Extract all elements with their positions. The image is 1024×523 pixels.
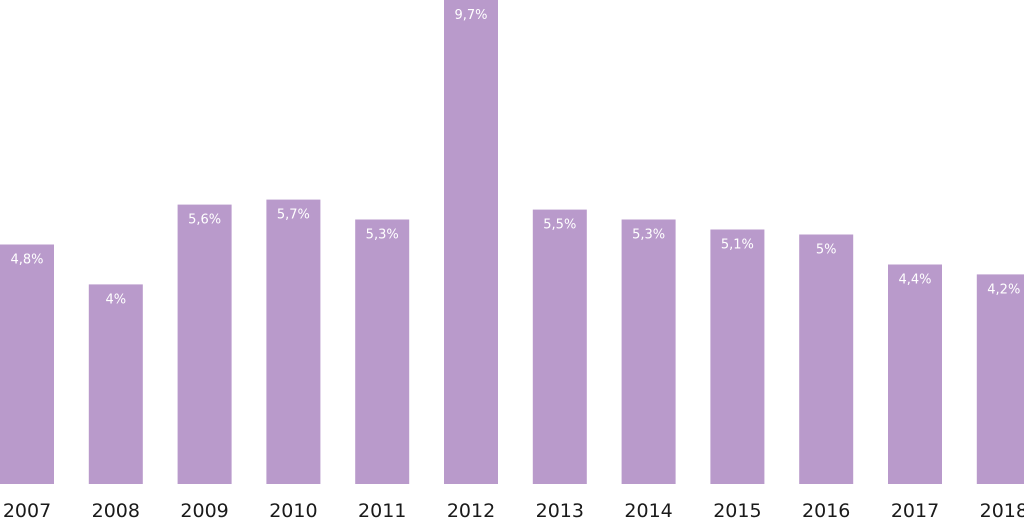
data-label-2008: 4% (105, 292, 126, 307)
data-label-2015: 5,1% (721, 238, 754, 253)
bar-2016 (799, 234, 854, 484)
x-tick-label-2010: 2010 (269, 500, 317, 522)
x-tick-label-2018: 2018 (980, 500, 1024, 522)
x-axis-ticks: 2007 2008 2009 2010 2011 2012 2013 2014 2015 2016… (3, 500, 1024, 522)
bar-2013 (532, 209, 587, 484)
bar-2010 (266, 199, 321, 484)
data-labels-group: 4,8% 4% 5,6% 5,7% 5,3% 9,7% 5,5% 5,3% 5,1% 5% 4,4%… (10, 8, 1020, 307)
bar-2012 (444, 0, 498, 484)
data-label-2009: 5,6% (188, 213, 221, 228)
bar-2009 (177, 204, 232, 484)
x-tick-label-2008: 2008 (92, 500, 140, 522)
x-tick-label-2007: 2007 (3, 500, 51, 522)
data-label-2018: 4,2% (987, 282, 1020, 297)
x-tick-label-2014: 2014 (624, 500, 672, 522)
x-tick-label-2009: 2009 (180, 500, 228, 522)
data-label-2014: 5,3% (632, 228, 665, 243)
bar-2017 (888, 264, 942, 484)
data-label-2011: 5,3% (366, 228, 399, 243)
x-tick-label-2017: 2017 (891, 500, 939, 522)
data-label-2016: 5% (816, 243, 837, 258)
data-label-2013: 5,5% (543, 218, 576, 233)
bar-2018 (976, 274, 1024, 484)
bar-2007 (0, 244, 54, 484)
x-tick-label-2013: 2013 (536, 500, 584, 522)
bar-2011 (355, 219, 410, 484)
x-tick-label-2016: 2016 (802, 500, 850, 522)
data-label-2007: 4,8% (10, 253, 43, 268)
bar-2015 (710, 229, 765, 484)
data-label-2012: 9,7% (454, 8, 487, 23)
data-label-2010: 5,7% (277, 208, 310, 223)
x-tick-label-2015: 2015 (713, 500, 761, 522)
bars-group (0, 0, 1024, 484)
x-tick-label-2011: 2011 (358, 500, 406, 522)
bar-2008 (88, 284, 143, 484)
data-label-2017: 4,4% (898, 273, 931, 288)
x-tick-label-2012: 2012 (447, 500, 495, 522)
bar-2014 (621, 219, 676, 484)
